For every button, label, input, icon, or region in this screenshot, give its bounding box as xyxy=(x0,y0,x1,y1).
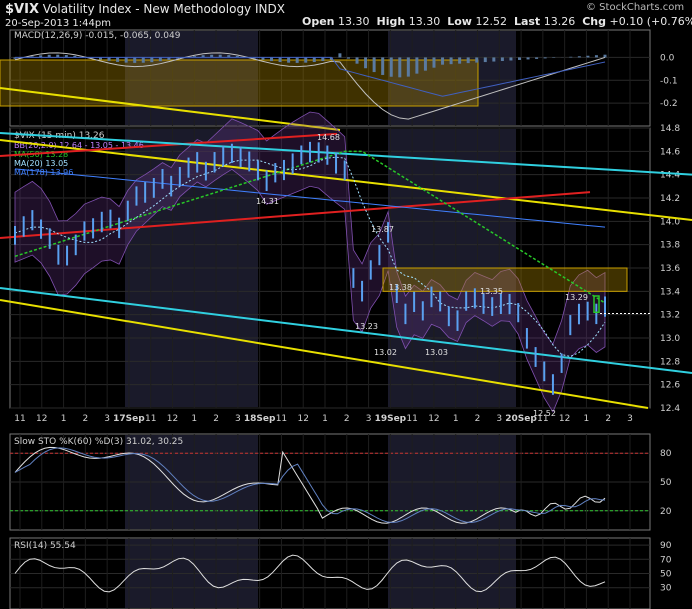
price-legend-item: MA(178) 13.96 xyxy=(14,168,73,177)
x-tick-label: 18Sep xyxy=(244,414,276,424)
x-tick-label: 12 xyxy=(167,414,178,424)
trendline xyxy=(0,132,338,157)
y-tick-label: 13.2 xyxy=(660,311,680,321)
x-tick-label: 19Sep xyxy=(375,414,407,424)
x-tick-label: 2 xyxy=(344,414,350,424)
last-candle xyxy=(593,295,600,314)
y-tick-label: 30 xyxy=(660,584,672,594)
x-tick-label: 11 xyxy=(537,414,548,424)
price-annotation: 13.38 xyxy=(389,283,412,292)
price-annotation: 13.29 xyxy=(565,293,588,302)
x-tick-label: 11 xyxy=(14,414,25,424)
x-tick-label: 1 xyxy=(453,414,459,424)
sto-d-line xyxy=(14,447,606,524)
y-tick-label: 0.0 xyxy=(660,53,675,63)
y-tick-label: 13.8 xyxy=(660,241,680,251)
y-tick-label: 90 xyxy=(660,541,672,551)
x-tick-label: 2 xyxy=(82,414,88,424)
x-tick-label: 11 xyxy=(145,414,156,424)
session-shade xyxy=(125,31,258,125)
rsi-legend: RSI(14) 55.54 xyxy=(14,541,76,551)
header-title: $VIX Volatility Index - New Methodology … xyxy=(5,2,285,17)
x-tick-label: 1 xyxy=(191,414,197,424)
trendline xyxy=(0,287,692,374)
x-tick-label: 1 xyxy=(584,414,590,424)
y-tick-label: 12.4 xyxy=(660,404,680,414)
y-tick-label: -0.2 xyxy=(660,99,678,109)
header-exchange: INDX xyxy=(254,2,285,16)
ma178-line xyxy=(14,168,606,228)
macd-line xyxy=(14,52,606,120)
y-tick-label: 14.6 xyxy=(660,147,680,157)
x-tick-label: 3 xyxy=(104,414,110,424)
y-tick-label: 14.2 xyxy=(660,194,680,204)
sto-legend: Slow STO %K(60) %D(3) 31.02, 30.25 xyxy=(14,437,183,447)
y-tick-label: 70 xyxy=(660,555,672,565)
price-annotation: 12.52 xyxy=(533,409,556,418)
y-tick-label: -0.1 xyxy=(660,76,678,86)
y-tick-label: 13.0 xyxy=(660,334,680,344)
x-tick-label: 12 xyxy=(36,414,47,424)
y-tick-label: 14.0 xyxy=(660,217,680,227)
macd-signal-line xyxy=(15,56,606,97)
x-tick-label: 3 xyxy=(366,414,372,424)
y-tick-label: 80 xyxy=(660,449,672,459)
price-legend-item: MA(20) 13.05 xyxy=(14,159,68,168)
x-tick-label: 3 xyxy=(496,414,502,424)
price-annotation: 13.03 xyxy=(425,348,448,357)
price-annotation: 13.87 xyxy=(371,225,394,234)
x-tick-label: 1 xyxy=(322,414,328,424)
trendline xyxy=(0,132,692,176)
price-annotation: 13.23 xyxy=(355,322,378,331)
x-tick-label: 12 xyxy=(297,414,308,424)
trendline xyxy=(0,87,341,131)
x-tick-label: 11 xyxy=(276,414,287,424)
price-annotation: 13.02 xyxy=(374,348,397,357)
y-tick-label: 12.6 xyxy=(660,381,680,391)
x-tick-label: 2 xyxy=(213,414,219,424)
y-tick-label: 50 xyxy=(660,478,672,488)
price-legend-item: BB(20,2.0) 12.64 - 13.05 - 13.46 xyxy=(14,141,144,150)
y-tick-label: 12.8 xyxy=(660,357,680,367)
x-tick-label: 12 xyxy=(559,414,570,424)
header-ohlc: Open 13.30 High 13.30 Low 12.52 Last 13.… xyxy=(302,15,692,28)
x-tick-label: 3 xyxy=(235,414,241,424)
y-tick-label: 50 xyxy=(660,570,672,580)
watermark: © StockCharts.com xyxy=(586,2,685,13)
x-tick-label: 20Sep xyxy=(505,414,537,424)
x-tick-label: 1 xyxy=(61,414,67,424)
y-tick-label: 13.6 xyxy=(660,264,680,274)
y-tick-label: 13.4 xyxy=(660,287,680,297)
ma20-line xyxy=(14,156,606,357)
x-tick-label: 12 xyxy=(428,414,439,424)
header-name: Volatility Index - New Methodology xyxy=(42,2,252,16)
price-legend-item: MA(50) 13.28 xyxy=(14,150,68,159)
price-annotation: 14.68 xyxy=(317,133,340,142)
y-tick-label: 14.8 xyxy=(660,124,680,134)
trendline xyxy=(0,299,649,409)
y-tick-label: 20 xyxy=(660,507,672,517)
header-datetime: 20-Sep-2013 1:44pm xyxy=(5,18,111,29)
x-tick-label: 11 xyxy=(406,414,417,424)
price-annotation: 14.31 xyxy=(256,197,279,206)
x-tick-label: 3 xyxy=(627,414,633,424)
x-tick-label: 2 xyxy=(605,414,611,424)
y-tick-label: 14.4 xyxy=(660,171,680,181)
price-annotation: 13.35 xyxy=(480,287,503,296)
macd-highlight-box xyxy=(0,59,479,107)
rsi-line xyxy=(14,554,606,593)
header-symbol: $VIX xyxy=(5,2,39,17)
session-shade xyxy=(388,31,516,125)
x-tick-label: 17Sep xyxy=(113,414,145,424)
macd-legend: MACD(12,26,9) -0.015, -0.065, 0.049 xyxy=(14,31,181,41)
price-highlight-box xyxy=(382,267,628,292)
x-tick-label: 2 xyxy=(475,414,481,424)
trendline xyxy=(0,139,692,221)
